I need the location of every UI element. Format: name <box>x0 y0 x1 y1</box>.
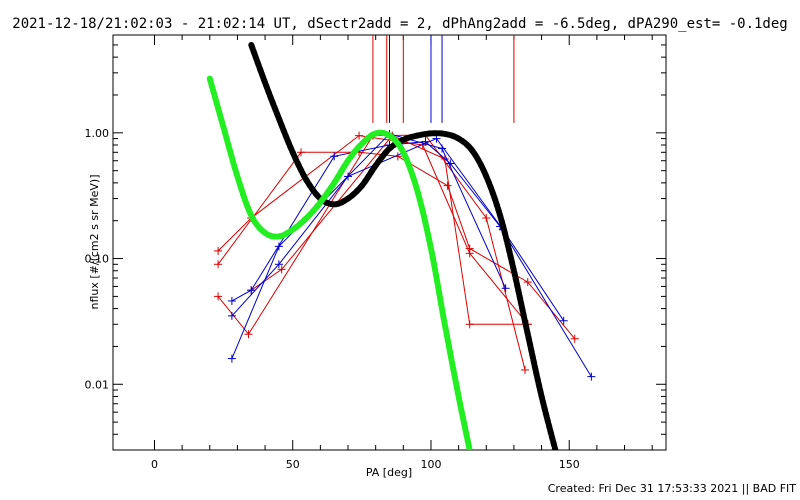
data-point <box>355 131 364 140</box>
fit-curve-0 <box>248 42 559 450</box>
data-point <box>523 278 532 287</box>
series-line-6 <box>231 137 565 322</box>
x-axis-label: PA [deg] <box>366 466 412 479</box>
data-point <box>482 214 491 223</box>
data-point <box>274 242 283 251</box>
data-point <box>520 365 529 374</box>
y-tick-label: 1.00 <box>85 127 110 140</box>
y-tick-label: 0.01 <box>85 378 110 391</box>
data-point <box>443 181 452 190</box>
x-tick-label: 150 <box>559 458 580 471</box>
data-point <box>214 246 223 255</box>
x-tick-label: 0 <box>151 458 158 471</box>
x-tick-label: 100 <box>420 458 441 471</box>
data-point <box>274 260 283 269</box>
data-point <box>570 334 579 343</box>
data-point <box>465 249 474 258</box>
footer-credit: Created: Fri Dec 31 17:53:33 2021 || BAD… <box>547 482 796 495</box>
data-point <box>247 286 256 295</box>
data-point <box>501 284 510 293</box>
data-point <box>227 354 236 363</box>
series-line-4 <box>231 141 592 377</box>
data-point <box>559 316 568 325</box>
data-point <box>227 311 236 320</box>
data-point <box>244 330 253 339</box>
x-tick-label: 50 <box>286 458 300 471</box>
data-point <box>465 320 474 329</box>
data-point <box>227 296 236 305</box>
data-point <box>214 260 223 269</box>
data-point <box>330 152 339 161</box>
y-axis-label: nflux [#/(cm2 s sr MeV)] <box>88 175 101 310</box>
data-point <box>214 292 223 301</box>
data-point <box>277 265 286 274</box>
fit-curve-1 <box>206 75 473 450</box>
data-point <box>297 148 306 157</box>
y-tick-label: 0.10 <box>85 253 110 266</box>
series-line-3 <box>251 134 528 325</box>
series-line-2 <box>217 134 526 371</box>
chart-title: 2021-12-18/21:02:03 - 21:02:14 UT, dSect… <box>12 16 788 32</box>
data-point <box>587 372 596 381</box>
data-point <box>344 172 353 181</box>
